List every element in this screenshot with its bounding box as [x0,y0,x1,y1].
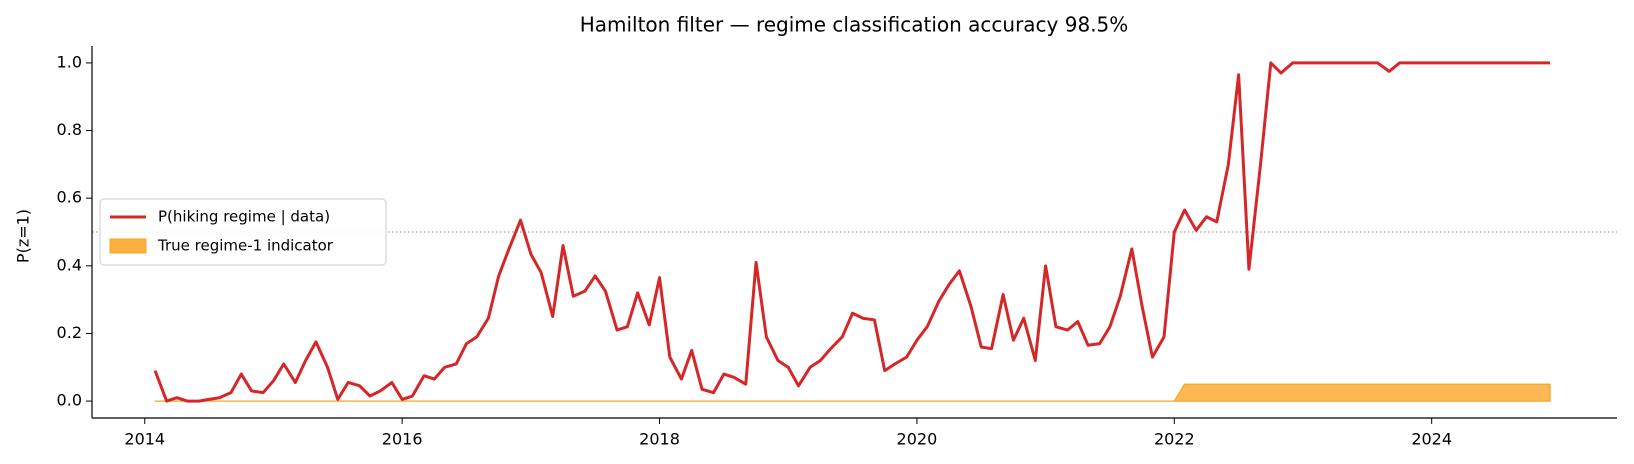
chart-title: Hamilton filter — regime classification … [580,13,1129,37]
x-tick-label: 2024 [1411,430,1452,449]
legend-label: True regime-1 indicator [157,237,334,255]
y-tick-label: 0.8 [57,120,82,139]
legend-label: P(hiking regime | data) [158,208,330,226]
y-tick-label: 0.2 [57,323,82,342]
y-axis-label: P(z=1) [14,209,33,263]
y-tick-label: 0.4 [57,255,82,274]
x-tick-label: 2022 [1154,430,1195,449]
y-tick-label: 0.6 [57,188,82,207]
y-tick-label: 0.0 [57,391,82,410]
y-tick-label: 1.0 [57,52,82,71]
legend-box [99,198,387,266]
x-tick-label: 2018 [639,430,680,449]
legend-swatch [109,238,147,254]
area [154,383,1551,402]
x-tick-label: 2016 [382,430,423,449]
x-tick-label: 2020 [897,430,938,449]
x-tick-label: 2014 [124,430,165,449]
line [153,61,1551,403]
